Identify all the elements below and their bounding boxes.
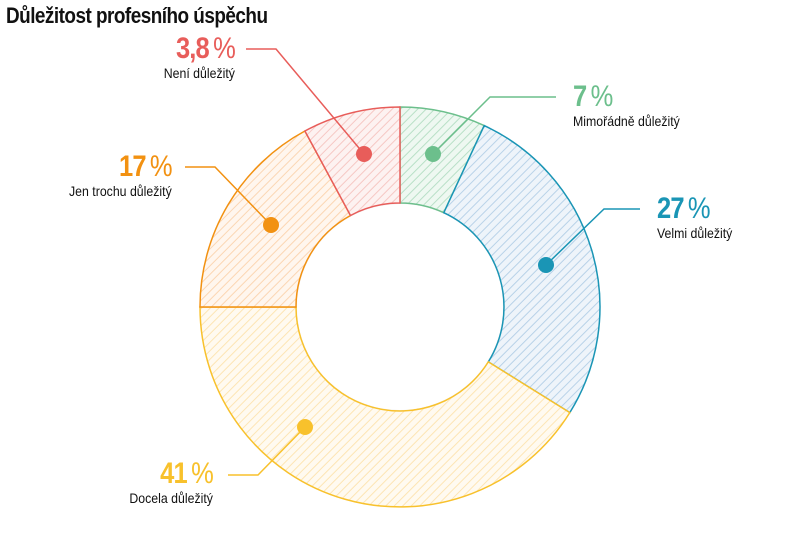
callout-neni [246, 48, 372, 162]
callout-jen-trochu [185, 166, 279, 233]
pct-value: 7 [573, 80, 587, 113]
chart-title: Důležitost profesního úspěchu [6, 3, 268, 28]
label-neni: 3,8% Není důležitý [154, 32, 236, 82]
pct-sign: % [150, 150, 173, 183]
callout-docela [228, 419, 313, 476]
label-text: Jen trochu důležitý [69, 183, 172, 199]
label-text: Docela důležitý [129, 490, 213, 506]
segment-docela[interactable] [199, 306, 571, 508]
segment-neni[interactable] [303, 106, 401, 217]
pct-value: 3,8 [176, 32, 210, 65]
callout-velmi [538, 208, 640, 273]
label-text: Není důležitý [163, 65, 235, 81]
pct-sign: % [687, 192, 711, 225]
pct-sign: % [590, 80, 614, 113]
pct-value: 27 [657, 192, 685, 225]
label-velmi: 27% Velmi důležitý [657, 193, 743, 242]
label-jen-trochu: 17% Jen trochu důležitý [55, 150, 173, 200]
segment-velmi[interactable] [442, 124, 601, 414]
label-docela: 41% Docela důležitý [118, 458, 213, 507]
label-text: Mimořádně důležitý [573, 113, 680, 129]
label-mimoradne: 7% Mimořádně důležitý [573, 81, 694, 130]
pct-value: 41 [160, 457, 188, 490]
callout-mimoradne [425, 96, 556, 162]
label-text: Velmi důležitý [657, 225, 733, 241]
pct-sign: % [191, 457, 214, 490]
pct-value: 17 [119, 150, 147, 183]
pct-sign: % [213, 32, 236, 65]
